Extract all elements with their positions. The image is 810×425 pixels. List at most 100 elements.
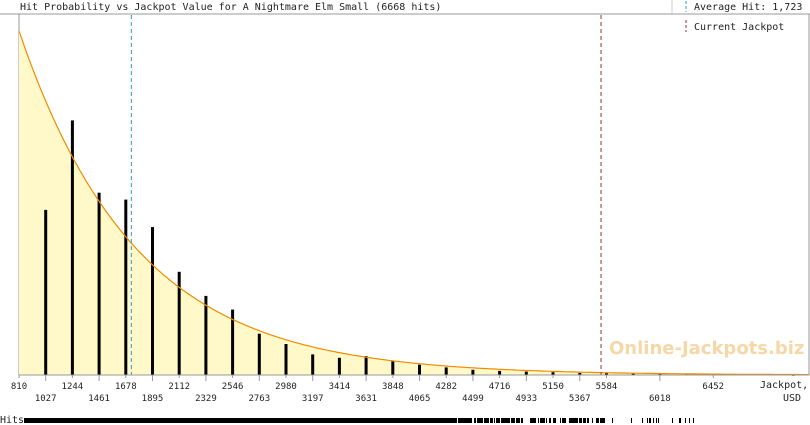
hit-rug-mark bbox=[375, 418, 376, 423]
hit-rug-mark bbox=[127, 418, 128, 423]
hit-rug-mark bbox=[41, 418, 42, 423]
hit-rug-mark bbox=[386, 418, 387, 423]
hit-rug-mark bbox=[186, 418, 187, 423]
hit-rug-mark bbox=[145, 418, 146, 423]
hit-rug-mark bbox=[427, 418, 428, 423]
hit-rug-mark bbox=[229, 418, 230, 423]
hit-rug-mark bbox=[385, 418, 386, 423]
hit-rug-mark bbox=[494, 418, 495, 423]
hit-rug-mark bbox=[378, 418, 379, 423]
hit-rug-mark bbox=[26, 418, 27, 423]
hit-rug-mark bbox=[491, 418, 492, 423]
hit-rug-mark bbox=[180, 418, 181, 423]
hit-rug-mark bbox=[387, 418, 388, 423]
hit-rug-mark bbox=[343, 418, 344, 423]
hit-rug-mark bbox=[486, 418, 487, 423]
hit-rug-mark bbox=[517, 418, 518, 423]
hit-rug-mark bbox=[446, 418, 447, 423]
hit-rug-mark bbox=[174, 418, 175, 423]
hit-rug-mark bbox=[278, 418, 279, 423]
x-tick-label: 2329 bbox=[195, 394, 217, 404]
hit-rug-mark bbox=[208, 418, 209, 423]
hit-rug-mark bbox=[365, 418, 366, 423]
x-tick-label: 2112 bbox=[168, 382, 190, 392]
hit-rug-mark bbox=[254, 418, 255, 423]
hit-rug-mark bbox=[346, 418, 347, 423]
hit-rug-mark bbox=[442, 418, 443, 423]
hit-rug-mark bbox=[326, 418, 327, 423]
hit-bar bbox=[151, 227, 154, 375]
hit-rug-mark bbox=[146, 418, 147, 423]
hit-rug-mark bbox=[460, 418, 461, 423]
hit-rug-mark bbox=[341, 418, 342, 423]
hit-rug-mark bbox=[384, 418, 385, 423]
hit-rug-mark bbox=[480, 418, 481, 423]
hit-rug-mark bbox=[423, 418, 424, 423]
hit-rug-mark bbox=[283, 418, 284, 423]
hit-rug-mark bbox=[79, 418, 80, 423]
hit-rug-mark bbox=[334, 418, 335, 423]
hit-rug-mark bbox=[506, 418, 507, 423]
hit-bar bbox=[231, 309, 235, 375]
hit-rug-mark bbox=[293, 418, 294, 423]
hit-rug-mark bbox=[448, 418, 449, 423]
hit-rug-mark bbox=[581, 418, 582, 423]
hit-rug-mark bbox=[631, 418, 632, 423]
hit-rug-mark bbox=[364, 418, 365, 423]
hit-rug-mark bbox=[430, 418, 431, 423]
hit-rug-mark bbox=[576, 418, 577, 423]
hit-rug-mark bbox=[119, 418, 120, 423]
hit-rug-mark bbox=[251, 418, 252, 423]
hit-rug-mark bbox=[71, 418, 72, 423]
hit-rug-mark bbox=[361, 418, 362, 423]
hit-rug-mark bbox=[458, 418, 459, 423]
hit-rug-mark bbox=[521, 418, 522, 423]
hit-rug-mark bbox=[469, 418, 470, 423]
hit-rug-mark bbox=[177, 418, 178, 423]
hit-rug-mark bbox=[414, 418, 415, 423]
hit-rug-mark bbox=[424, 418, 425, 423]
hit-rug-mark bbox=[116, 418, 117, 423]
hit-rug-mark bbox=[580, 418, 581, 423]
hit-rug-mark bbox=[88, 418, 89, 423]
hit-rug-mark bbox=[109, 418, 110, 423]
hit-rug-mark bbox=[564, 418, 565, 423]
hit-rug-mark bbox=[115, 418, 116, 423]
hits-rug bbox=[24, 418, 694, 423]
hit-rug-mark bbox=[689, 418, 690, 423]
hit-rug-mark bbox=[505, 418, 506, 423]
hit-rug-mark bbox=[241, 418, 242, 423]
hit-rug-mark bbox=[382, 418, 383, 423]
hit-rug-mark bbox=[338, 418, 339, 423]
hit-rug-mark bbox=[330, 418, 331, 423]
x-tick-label: 3631 bbox=[355, 394, 377, 404]
hit-rug-mark bbox=[134, 418, 135, 423]
hit-rug-mark bbox=[647, 418, 648, 423]
hit-rug-mark bbox=[265, 418, 266, 423]
x-tick-label: 1678 bbox=[115, 382, 137, 392]
hit-rug-mark bbox=[347, 418, 348, 423]
hit-rug-mark bbox=[63, 418, 64, 423]
hit-rug-mark bbox=[363, 418, 364, 423]
hit-rug-mark bbox=[672, 418, 673, 423]
hit-rug-mark bbox=[463, 418, 464, 423]
hit-rug-mark bbox=[43, 418, 44, 423]
hit-rug-mark bbox=[450, 418, 451, 423]
hit-rug-mark bbox=[81, 418, 82, 423]
hit-rug-mark bbox=[85, 418, 86, 423]
hit-rug-mark bbox=[64, 418, 65, 423]
hit-rug-mark bbox=[693, 418, 694, 423]
hit-rug-mark bbox=[178, 418, 179, 423]
hit-rug-mark bbox=[311, 418, 312, 423]
hit-rug-mark bbox=[140, 418, 141, 423]
hit-rug-mark bbox=[395, 418, 396, 423]
hit-rug-mark bbox=[577, 418, 578, 423]
hit-rug-mark bbox=[193, 418, 194, 423]
hit-bar bbox=[177, 271, 181, 375]
hit-rug-mark bbox=[544, 418, 545, 423]
hit-rug-mark bbox=[53, 418, 54, 423]
hit-rug-mark bbox=[218, 418, 219, 423]
hit-rug-mark bbox=[32, 418, 33, 423]
hit-bar bbox=[418, 364, 421, 375]
hit-rug-mark bbox=[94, 418, 95, 423]
